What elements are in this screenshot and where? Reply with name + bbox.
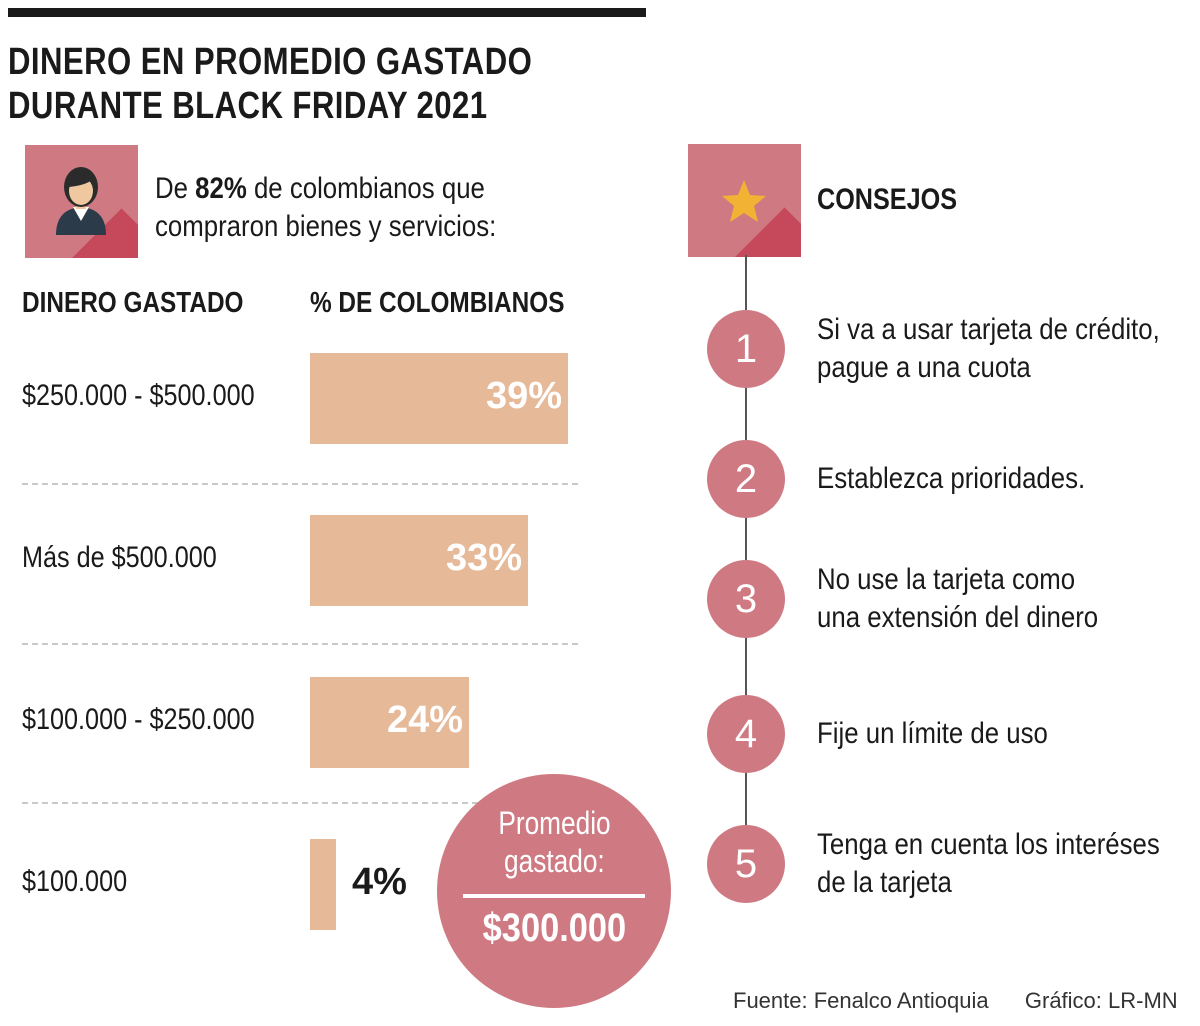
chart-title: DINERO EN PROMEDIO GASTADO DURANTE BLACK… xyxy=(8,40,908,128)
tip-line-1: No use la tarjeta como xyxy=(817,563,1076,596)
tip-number-circle: 3 xyxy=(707,560,785,638)
tip-text: Si va a usar tarjeta de crédito, pague a … xyxy=(817,311,1197,387)
tip-line-2: de la tarjeta xyxy=(817,866,952,899)
person-icon-box xyxy=(25,145,138,258)
person-icon xyxy=(56,167,106,235)
x-axis-header: DINERO GASTADO xyxy=(22,287,244,319)
title-line-1: DINERO EN PROMEDIO GASTADO xyxy=(8,41,533,83)
row-divider xyxy=(22,483,578,485)
bar xyxy=(310,677,469,768)
tip-line-1: Establezca prioridades. xyxy=(817,462,1086,495)
bar-value-label: 4% xyxy=(352,861,407,903)
star-icon-box xyxy=(688,144,801,257)
tip-text: No use la tarjeta como una extensión del … xyxy=(817,561,1197,637)
intro-pre: De xyxy=(155,172,196,205)
tip-line-1: Tenga en cuenta los interéses xyxy=(817,828,1160,861)
bar-value-label: 33% xyxy=(445,537,522,579)
star-icon xyxy=(722,180,766,222)
tip-text: Tenga en cuenta los interéses de la tarje… xyxy=(817,826,1197,902)
row-divider xyxy=(22,643,578,645)
category-label: $250.000 - $500.000 xyxy=(22,379,255,412)
top-rule xyxy=(8,8,646,17)
tip-line-1: Si va a usar tarjeta de crédito, xyxy=(817,313,1160,346)
tip-number-circle: 4 xyxy=(707,695,785,773)
tip-number-circle: 2 xyxy=(707,440,785,518)
tip-line-2: pague a una cuota xyxy=(817,351,1031,384)
average-badge: Promedio gastado: $300.000 xyxy=(437,774,671,1008)
tip-text: Establezca prioridades. xyxy=(817,460,1197,498)
tips-title: CONSEJOS xyxy=(817,183,958,216)
bar xyxy=(310,353,568,444)
tip-line-1: Fije un límite de uso xyxy=(817,717,1048,750)
source-text: Fuente: Fenalco Antioquia xyxy=(733,988,989,1013)
y-axis-header: % DE COLOMBIANOS xyxy=(310,287,565,319)
intro-post: de colombianos que xyxy=(246,172,485,205)
intro-text: De 82% de colombianos que compraron bien… xyxy=(155,170,552,246)
tip-number-circle: 5 xyxy=(707,825,785,903)
tip-number-circle: 1 xyxy=(707,310,785,388)
bar-value-label: 39% xyxy=(485,375,562,417)
credit-text: Gráfico: LR-MN xyxy=(1024,988,1178,1013)
title-line-2: DURANTE BLACK FRIDAY 2021 xyxy=(8,85,488,127)
intro-line-2: compraron bienes y servicios: xyxy=(155,210,497,243)
average-value: $300.000 xyxy=(482,906,626,950)
tip-text: Fije un límite de uso xyxy=(817,715,1197,753)
average-title-line-1: Promedio xyxy=(497,805,611,841)
category-label: $100.000 - $250.000 xyxy=(22,703,255,736)
average-rule xyxy=(463,894,645,898)
intro-highlight: 82% xyxy=(195,172,247,205)
footer: Fuente: Fenalco Antioquia Gráfico: LR-MN xyxy=(733,988,1178,1014)
category-label: Más de $500.000 xyxy=(22,541,217,574)
row-divider xyxy=(22,802,578,804)
bar xyxy=(310,515,528,606)
bar xyxy=(310,839,336,930)
tip-line-2: una extensión del dinero xyxy=(817,601,1099,634)
average-title-line-2: gastado: xyxy=(503,843,605,879)
category-label: $100.000 xyxy=(22,865,128,898)
bar-value-label: 24% xyxy=(386,699,463,741)
